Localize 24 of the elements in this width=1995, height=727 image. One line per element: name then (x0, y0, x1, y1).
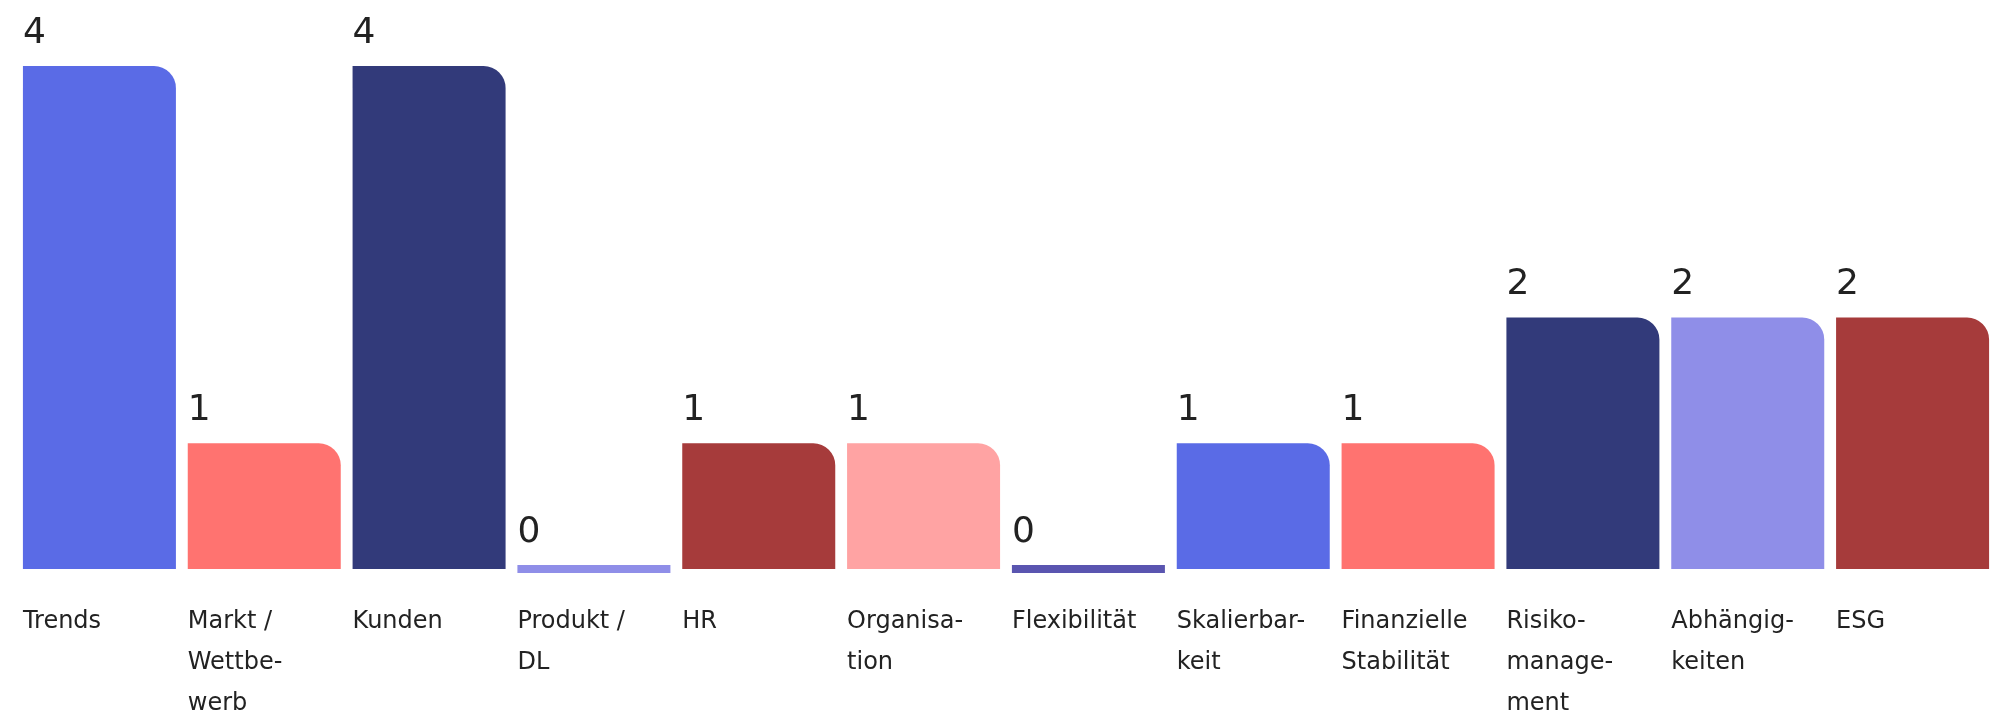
data-label: 0 (1011, 508, 1035, 550)
x-tick-label: HR (682, 605, 717, 634)
x-tick-label: Skalierbar- keit (1176, 605, 1306, 675)
data-label: 1 (847, 386, 870, 428)
x-tick-label: Kunden (352, 605, 443, 634)
x-tick-label: ESG (1836, 605, 1886, 634)
x-tick-label: Finanzielle Stabilität (1341, 605, 1468, 675)
x-tick-label: Markt / Wettbe- werb (187, 605, 283, 716)
data-label: 1 (187, 386, 211, 428)
x-tick-label: Risiko- manage- ment (1506, 605, 1614, 716)
x-tick-label: Organisa- tion (847, 605, 964, 675)
data-label: 1 (1341, 386, 1365, 428)
data-label: 2 (1836, 261, 1859, 302)
data-label: 4 (22, 9, 46, 51)
data-label: 2 (1671, 261, 1695, 302)
data-label: 4 (352, 9, 376, 51)
x-tick-label: Produkt / DL (517, 605, 626, 675)
data-label: 0 (517, 508, 541, 550)
data-label: 2 (1506, 261, 1530, 302)
x-tick-label: Flexibilität (1011, 605, 1137, 634)
data-label: 1 (682, 386, 706, 428)
data-label: 1 (1176, 386, 1200, 428)
x-tick-label: Trends (21, 605, 102, 634)
x-tick-label: Abhängig- keiten (1671, 605, 1794, 675)
